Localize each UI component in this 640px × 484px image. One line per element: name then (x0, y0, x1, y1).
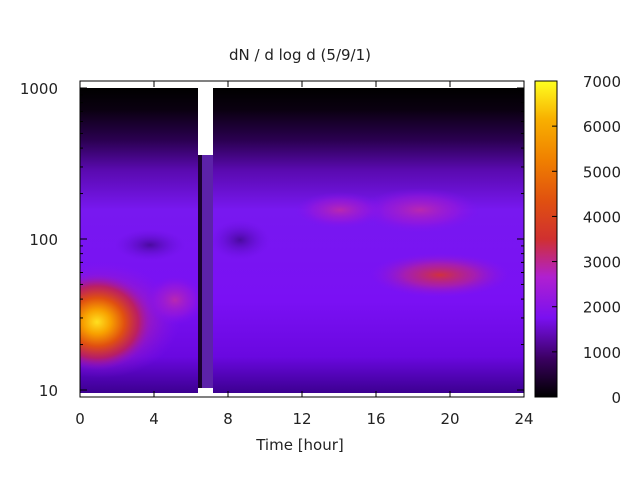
heatmap-hotspot (145, 275, 205, 325)
x-axis-label: Time [hour] (255, 436, 344, 454)
x-tick-label: 8 (223, 410, 233, 428)
x-tick-label: 24 (514, 410, 533, 428)
heatmap-hotspot (370, 253, 510, 297)
colorbar-tick-label: 1000 (583, 344, 621, 362)
heatmap-hotspot (80, 274, 152, 370)
heatmap-area (80, 81, 524, 397)
colorbar-tick-label: 0 (611, 389, 621, 407)
heatmap-hotspot (295, 192, 385, 228)
x-tick-label: 0 (75, 410, 85, 428)
heatmap-hotspot (210, 220, 270, 260)
y-axis: 10 100 1000 (20, 80, 524, 400)
data-gap (198, 155, 202, 388)
y-tick-label: 10 (39, 382, 58, 400)
x-axis: 0 4 8 12 16 20 24 (75, 81, 534, 428)
colorbar-tick-label: 6000 (583, 118, 621, 136)
colorbar-tick-label: 2000 (583, 299, 621, 317)
y-tick-label: 100 (29, 231, 58, 249)
chart-title: dN / d log d (5/9/1) (229, 46, 371, 64)
x-tick-label: 12 (292, 410, 311, 428)
x-tick-label: 16 (366, 410, 385, 428)
colorbar-tick-label: 5000 (583, 163, 621, 181)
x-tick-label: 20 (440, 410, 459, 428)
colorbar (534, 80, 558, 398)
heatmap-hotspot (360, 188, 480, 232)
colorbar-tick-label: 3000 (583, 254, 621, 272)
colorbar-tick-label: 7000 (583, 73, 621, 91)
y-tick-label: 1000 (20, 80, 58, 98)
colorbar-axis: 0 1000 2000 3000 4000 5000 6000 7000 (552, 73, 621, 407)
heatmap-hotspot (115, 229, 185, 261)
colorbar-tick-label: 4000 (583, 208, 621, 226)
x-tick-label: 4 (149, 410, 159, 428)
